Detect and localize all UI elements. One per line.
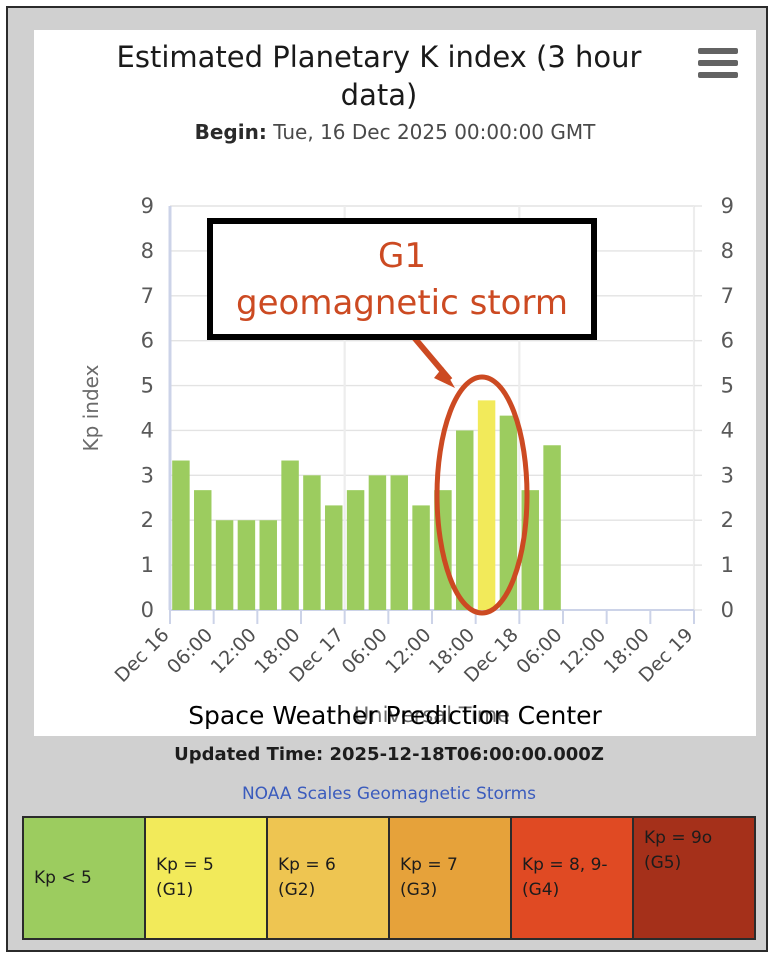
x-axis-label: Universal Time — [354, 703, 510, 727]
y-axis-tick-label-right: 6 — [721, 329, 734, 353]
y-axis-tick-label-left: 8 — [141, 239, 154, 263]
y-axis-tick-label-right: 7 — [721, 284, 734, 308]
y-axis-tick-label-right: 2 — [721, 508, 734, 532]
y-axis-tick-label-right: 5 — [721, 374, 734, 398]
chart-bar[interactable] — [368, 475, 387, 610]
scale-cell-g4: Kp = 8, 9- (G4) — [512, 818, 632, 938]
scale-cell-label: Kp < 5 — [34, 867, 92, 888]
chart-bar[interactable] — [281, 460, 299, 610]
y-axis-tick-label-left: 4 — [141, 418, 154, 442]
x-axis-tick-label: 06:00 — [338, 624, 392, 678]
y-axis-tick-label-left: 3 — [141, 463, 154, 487]
y-axis-tick-label-left: 0 — [141, 598, 154, 622]
highlight-ellipse — [434, 374, 530, 616]
y-axis-tick-label-right: 0 — [721, 598, 734, 622]
page-title: Estimated Planetary K index (3 hour data… — [116, 40, 642, 112]
hamburger-bar-2 — [698, 60, 738, 66]
chart-bar[interactable] — [456, 430, 474, 610]
hamburger-bar-1 — [698, 48, 738, 54]
x-axis-tick-label: 06:00 — [163, 624, 217, 678]
begin-value: Tue, 16 Dec 2025 00:00:00 GMT — [273, 120, 596, 144]
begin-time: Begin: Tue, 16 Dec 2025 00:00:00 GMT — [34, 120, 756, 144]
y-axis-tick-label-right: 8 — [721, 239, 734, 263]
y-axis-tick-label-left: 5 — [141, 374, 154, 398]
scale-cell-label: Kp = 9o (G5) — [644, 828, 713, 873]
scale-cell-below-g1: Kp < 5 — [24, 818, 144, 938]
annotation-box — [207, 218, 597, 340]
scale-cell-g2: Kp = 6 (G2) — [268, 818, 388, 938]
y-axis-tick-label-right: 9 — [721, 194, 734, 218]
begin-label: Begin: — [194, 120, 267, 144]
annotation-arrow-head — [434, 367, 455, 388]
chart-bar[interactable] — [346, 490, 365, 610]
scale-cell-g1: Kp = 5 (G1) — [146, 818, 266, 938]
widget-frame: Estimated Planetary K index (3 hour data… — [6, 6, 768, 952]
x-axis-tick-label: Dec 16 — [111, 624, 174, 687]
hamburger-bar-3 — [698, 72, 738, 78]
y-axis-tick-label-right: 4 — [721, 418, 734, 442]
chart-bar[interactable] — [390, 475, 408, 610]
scale-cell-label: Kp = 7 (G3) — [400, 855, 458, 900]
noaa-scales-link[interactable]: NOAA Scales Geomagnetic Storms — [241, 784, 537, 804]
scale-cell-label: Kp = 8, 9- (G4) — [522, 855, 608, 900]
updated-time: Updated Time: 2025-12-18T06:00:00.000Z — [174, 744, 604, 765]
annotation-line-1: G1 — [378, 236, 426, 276]
chart-bar[interactable] — [172, 460, 190, 610]
scale-cell-g5: Kp = 9o (G5) — [634, 818, 754, 938]
scale-cell-g3: Kp = 7 (G3) — [390, 818, 510, 938]
y-axis-tick-label-left: 9 — [141, 194, 154, 218]
y-axis-tick-label-left: 7 — [141, 284, 154, 308]
x-axis-tick-label: 06:00 — [512, 624, 566, 678]
y-axis-tick-label-left: 6 — [141, 329, 154, 353]
x-axis-tick-label: 12:00 — [556, 624, 610, 678]
chart-bar[interactable] — [194, 490, 212, 610]
y-axis-tick-label-left: 2 — [141, 508, 154, 532]
chart-bar[interactable] — [499, 415, 518, 610]
swpc-attribution: Space Weather Prediction Center — [188, 701, 602, 730]
scale-cell-label: Kp = 5 (G1) — [156, 855, 214, 900]
chart-bar[interactable] — [412, 505, 430, 610]
scale-cell-label: Kp = 6 (G2) — [278, 855, 336, 900]
y-axis-label: Kp index — [79, 364, 103, 451]
plot-area: 0 0 1 1 2 2 3 3 4 4 5 5 6 6 7 7 8 8 9 9 Kp index Dec 16 06:00 1… — [34, 30, 756, 736]
chart-bar[interactable] — [303, 475, 321, 610]
chart-bar[interactable] — [215, 520, 234, 610]
noaa-scale-legend: Kp < 5 Kp = 5 (G1) Kp = 6 (G2) Kp = 7 (G3) K… — [22, 816, 756, 940]
hamburger-icon[interactable] — [698, 48, 740, 82]
chart-bar[interactable] — [477, 400, 496, 610]
chart-bar[interactable] — [237, 520, 256, 610]
y-axis-tick-label-left: 1 — [141, 553, 154, 577]
x-axis-tick-label: 12:00 — [207, 624, 261, 678]
y-axis-tick-label-right: 1 — [721, 553, 734, 577]
x-axis-tick-label: 12:00 — [381, 624, 435, 678]
y-axis-tick-label-right: 3 — [721, 463, 734, 487]
chart-bar[interactable] — [325, 505, 343, 610]
annotation-line-2: geomagnetic storm — [236, 283, 568, 323]
chart-bar[interactable] — [543, 445, 561, 610]
chart-card: Estimated Planetary K index (3 hour data… — [34, 30, 756, 736]
chart-bar[interactable] — [259, 520, 277, 610]
